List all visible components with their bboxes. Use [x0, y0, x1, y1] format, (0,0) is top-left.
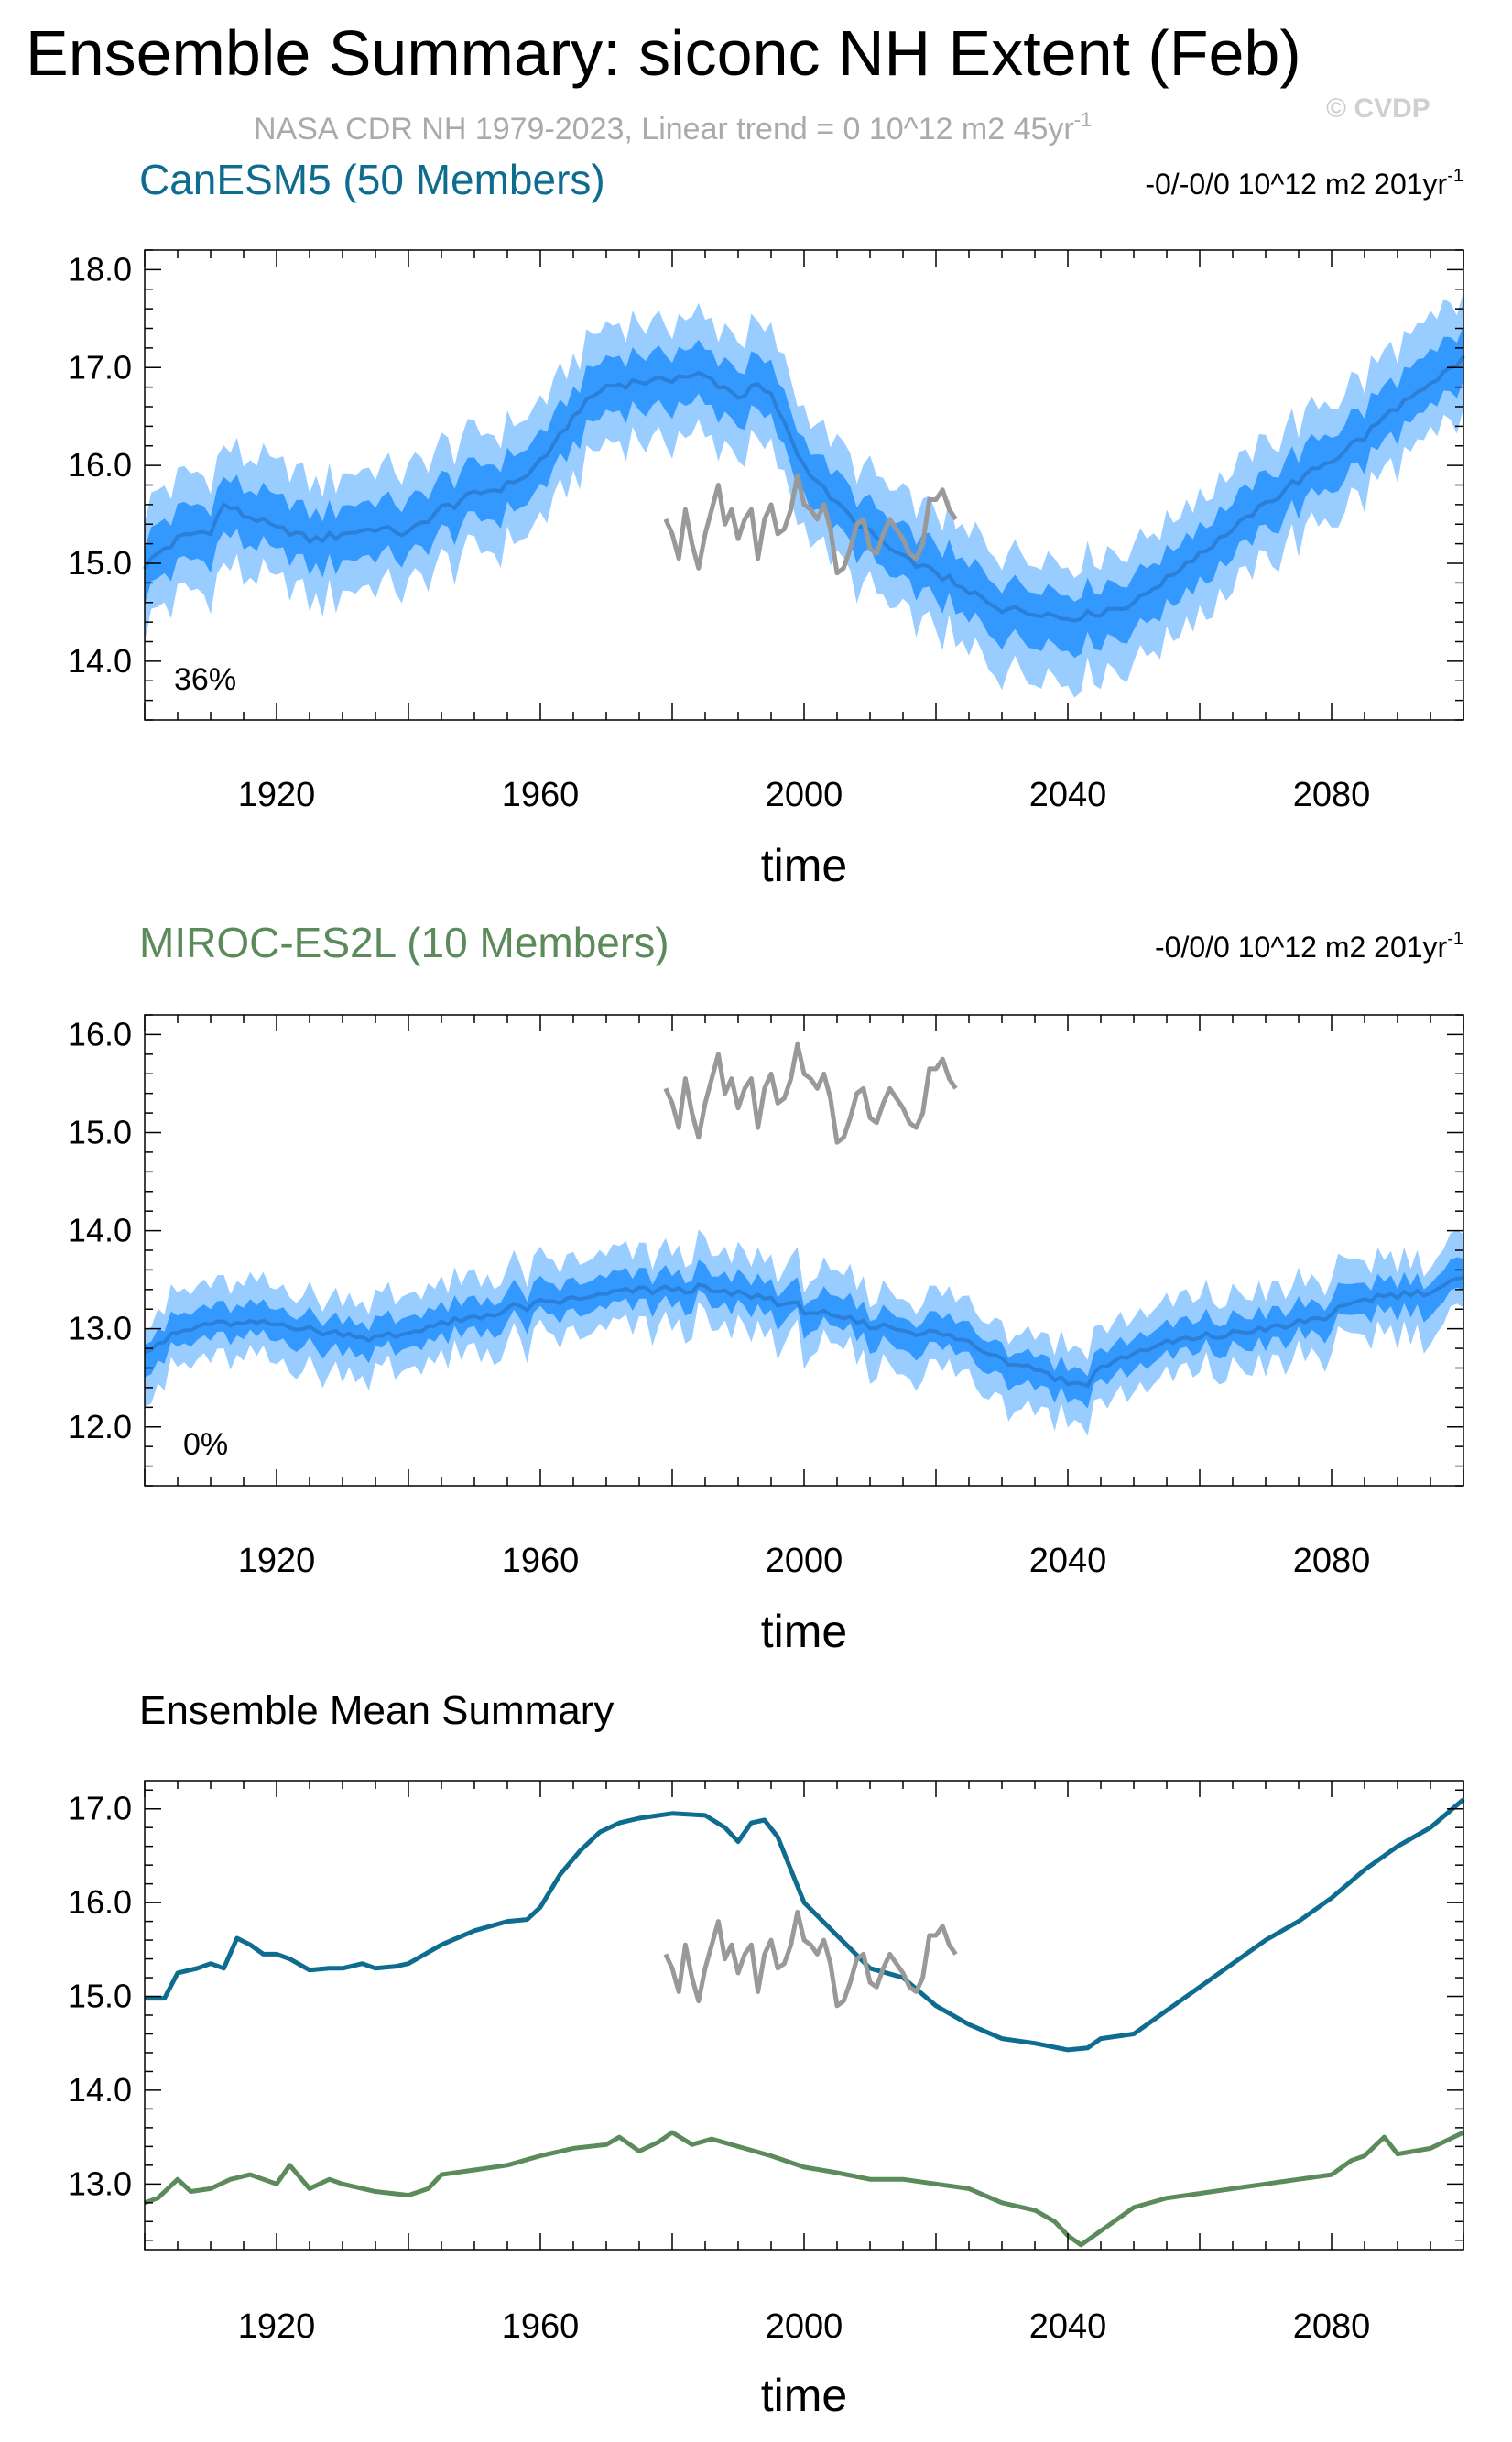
- miroc-y-tick-label: 15.0: [68, 1114, 132, 1151]
- canesm5-panel: CanESM5 (50 Members) -0/-0/0 10^12 m2 20…: [68, 156, 1465, 891]
- canesm5-x-tick-label: 1920: [238, 776, 316, 814]
- miroc-x-tick-label: 1920: [238, 1542, 316, 1580]
- canesm5-trend-label: -0/-0/0 10^12 m2 201yr-1: [1145, 166, 1463, 201]
- ensemble-mean-x-tick-label: 1960: [502, 2307, 580, 2346]
- cvdp-watermark: © CVDP: [1326, 93, 1430, 124]
- miroc-plot-frame: [144, 1014, 1464, 1487]
- ensemble-mean-x-axis-label: time: [761, 2370, 847, 2421]
- ensemble-mean-x-tick-label: 2040: [1029, 2307, 1107, 2346]
- canesm5-y-tick-label: 18.0: [68, 250, 132, 288]
- miroc-es2l-panel: MIROC-ES2L (10 Members) -0/0/0 10^12 m2 …: [68, 919, 1464, 1657]
- miroc-percent-annotation: 0%: [183, 1427, 228, 1462]
- ensemble-mean-panel: Ensemble Mean Summary 13.0 14.0 15.0 16.0 17…: [68, 1688, 1465, 2421]
- figure-subtitle: NASA CDR NH 1979-2023, Linear trend = 0 …: [254, 108, 1092, 147]
- canesm5-ensemble-mean-line: [143, 354, 1465, 623]
- miroc-y-tick-label: 12.0: [68, 1408, 132, 1445]
- miroc-trend-text: -0/0/0 10^12 m2 201yr: [1155, 931, 1448, 964]
- miroc-ensemble-mean-line: [144, 1276, 1464, 1389]
- canesm5-x-tick-label: 2000: [766, 776, 843, 814]
- miroc-panel-title: MIROC-ES2L (10 Members): [139, 919, 669, 966]
- canesm5-x-tick-label: 2040: [1029, 776, 1107, 814]
- ensemble-mean-plot-frame: [144, 1780, 1464, 2251]
- miroc-x-tick-label: 2000: [766, 1542, 843, 1580]
- miroc-y-tick-label: 16.0: [68, 1015, 132, 1052]
- ensemble-mean-y-tick-label: 14.0: [68, 2071, 132, 2109]
- canesm5-y-tick-label: 16.0: [68, 446, 132, 484]
- observations-line: [663, 1909, 958, 2009]
- miroc-x-axis-label: time: [761, 1606, 847, 1657]
- ensemble-mean-y-tick-label: 16.0: [68, 1883, 132, 1921]
- miroc-x-tick-label: 1960: [502, 1542, 580, 1580]
- ensemble-mean-panel-title: Ensemble Mean Summary: [139, 1688, 614, 1733]
- ensemble-mean-x-tick-label: 1920: [238, 2307, 316, 2346]
- canesm5-mean-line: [145, 1797, 1465, 2053]
- canesm5-y-tick-label: 14.0: [68, 642, 132, 680]
- canesm5-trend-text: -0/-0/0 10^12 m2 201yr: [1145, 168, 1447, 201]
- miroc-x-tick-label: 2040: [1029, 1542, 1107, 1580]
- miroc-y-tick-label: 14.0: [68, 1212, 132, 1249]
- ensemble-mean-y-tick-label: 15.0: [68, 1978, 132, 2015]
- canesm5-x-tick-label: 1960: [502, 776, 580, 814]
- canesm5-observations-line: [663, 473, 958, 576]
- ensemble-mean-x-tick-label: 2000: [766, 2307, 843, 2346]
- subtitle-text: NASA CDR NH 1979-2023, Linear trend = 0 …: [254, 112, 1074, 147]
- canesm5-panel-title: CanESM5 (50 Members): [139, 156, 605, 203]
- ensemble-mean-y-tick-label: 13.0: [68, 2164, 132, 2202]
- canesm5-x-axis-label: time: [761, 840, 847, 891]
- miroc-mean-line: [144, 2130, 1465, 2248]
- canesm5-percent-annotation: 36%: [174, 662, 236, 697]
- miroc-observations-line: [663, 1041, 958, 1145]
- canesm5-x-tick-label: 2080: [1293, 776, 1371, 814]
- subtitle-superscript: -1: [1074, 108, 1093, 131]
- miroc-inner-spread-band: [145, 1257, 1463, 1409]
- ensemble-mean-x-tick-label: 2080: [1293, 2307, 1371, 2346]
- figure-title: Ensemble Summary: siconc NH Extent (Feb): [26, 17, 1301, 89]
- ensemble-mean-y-tick-label: 17.0: [68, 1790, 132, 1827]
- miroc-x-tick-label: 2080: [1293, 1542, 1371, 1580]
- miroc-y-tick-label: 13.0: [68, 1310, 132, 1347]
- miroc-trend-label: -0/0/0 10^12 m2 201yr-1: [1155, 929, 1463, 964]
- canesm5-y-tick-label: 17.0: [68, 348, 132, 386]
- miroc-trend-superscript: -1: [1447, 929, 1463, 949]
- canesm5-y-tick-label: 15.0: [68, 544, 132, 582]
- canesm5-trend-superscript: -1: [1447, 166, 1463, 186]
